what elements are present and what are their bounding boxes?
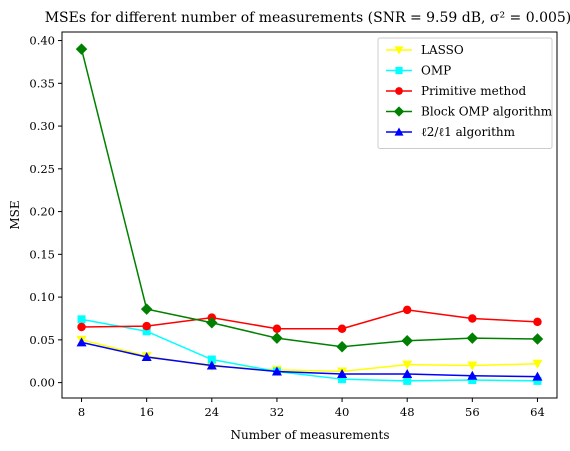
data-point	[468, 376, 477, 385]
series-2	[77, 305, 542, 333]
chart-title: MSEs for different number of measurement…	[45, 10, 570, 26]
series-1	[77, 315, 542, 385]
series-line	[80, 48, 538, 348]
data-point	[533, 317, 542, 327]
x-tick-label: 24	[204, 405, 219, 419]
legend-entry: Block OMP algorithm	[386, 105, 553, 119]
y-tick-label: 0.15	[29, 247, 55, 261]
y-axis-label: MSE	[8, 200, 22, 229]
plot-area	[75, 43, 544, 385]
data-point	[468, 314, 477, 323]
data-point	[75, 43, 88, 55]
legend-label: OMP	[421, 64, 451, 78]
data-point	[532, 359, 543, 369]
x-tick-label: 56	[465, 405, 480, 419]
data-point	[77, 315, 86, 324]
series-4	[76, 337, 543, 381]
y-axis: 0.00 0.05 0.10 0.15 0.20 0.25 0.30 0.35 0.40	[29, 34, 62, 390]
series-3	[75, 43, 544, 353]
data-point	[271, 332, 283, 344]
legend-label: Primitive method	[421, 84, 526, 98]
data-point	[402, 305, 412, 315]
y-tick-label: 0.20	[29, 205, 55, 219]
data-point	[206, 316, 218, 329]
series-line	[81, 318, 538, 382]
y-tick-label: 0.30	[29, 119, 55, 133]
legend-marker	[394, 127, 404, 136]
legend-marker	[395, 66, 403, 75]
legend-entry: LASSO	[386, 43, 464, 57]
data-point	[533, 376, 542, 385]
series-line	[81, 309, 538, 330]
x-tick-label: 16	[139, 405, 154, 419]
x-tick-label: 8	[78, 405, 85, 419]
y-tick-label: 0.35	[29, 76, 55, 90]
data-point	[77, 322, 86, 332]
legend-entry: Primitive method	[386, 84, 526, 98]
x-tick-label: 64	[530, 405, 545, 419]
legend-marker	[393, 106, 405, 117]
legend-box	[377, 37, 553, 149]
data-point	[271, 366, 282, 376]
x-axis: 8 16 24 32 40 48 56 64	[78, 398, 545, 419]
data-point	[532, 371, 543, 381]
data-point	[402, 360, 413, 370]
data-point	[142, 321, 151, 331]
data-point	[141, 351, 152, 361]
y-tick-label: 0.00	[29, 376, 55, 390]
data-point	[401, 334, 413, 347]
data-point	[402, 369, 413, 379]
x-axis-label: Number of measurements	[231, 428, 390, 442]
data-point	[337, 324, 347, 333]
data-point	[403, 376, 412, 385]
y-tick-label: 0.25	[29, 162, 55, 176]
legend-entry: OMP	[386, 64, 451, 78]
legend-label: LASSO	[421, 43, 464, 57]
series-line	[81, 341, 538, 378]
data-point	[272, 324, 282, 333]
legend-marker	[395, 87, 403, 95]
data-point	[337, 369, 348, 379]
y-tick-label: 0.10	[29, 290, 55, 304]
legend-entry: ℓ2/ℓ1 algorithm	[386, 125, 516, 139]
data-point	[466, 332, 479, 344]
data-point	[140, 303, 153, 315]
y-tick-label: 0.05	[29, 333, 55, 347]
data-point	[142, 327, 151, 336]
legend-marker	[394, 46, 404, 55]
y-tick-label: 0.40	[29, 34, 55, 48]
x-tick-label: 40	[335, 405, 350, 419]
legend-label: ℓ2/ℓ1 algorithm	[421, 125, 516, 139]
x-tick-label: 32	[270, 405, 285, 419]
data-point	[531, 333, 544, 345]
data-point	[76, 337, 87, 347]
plot-frame	[61, 31, 558, 399]
data-point	[207, 355, 216, 364]
data-point	[467, 361, 478, 371]
x-tick-label: 48	[400, 405, 415, 419]
data-point	[336, 340, 348, 353]
legend: LASSO OMP Primitive method Block OMP algori…	[377, 37, 553, 149]
data-point	[467, 370, 478, 380]
legend-label: Block OMP algorithm	[421, 105, 553, 119]
data-point	[338, 375, 347, 384]
data-point	[206, 360, 217, 370]
